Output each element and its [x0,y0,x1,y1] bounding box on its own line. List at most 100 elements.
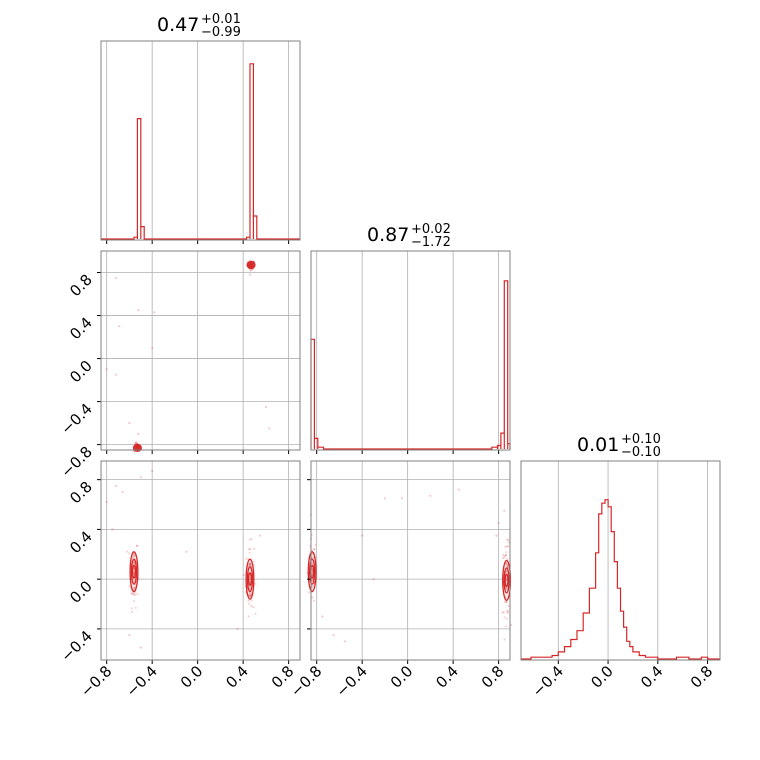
panel-2-1-outliers-point-0 [361,534,364,537]
panel-2-0-sample [250,604,253,608]
panel-2-0-outliers-point-9 [259,534,262,537]
title-0-value: 0.47 [157,14,199,36]
panel-2-1-sample [505,554,508,557]
panel-2-0-sample [131,591,134,595]
panel-2-1-contour-0 [504,573,509,588]
panel-2-0-sample [250,537,253,541]
panel-2-1-outliers-point-3 [429,494,432,497]
panel-1-0-outliers [105,273,271,435]
panel-2-1-sample [311,552,314,555]
panel-2-0-sample [252,560,255,563]
panel-2-1-sample [506,611,509,614]
panel-2-0-sample [135,544,139,547]
panel-2-1-sample [504,562,508,565]
panel-2-1-sample [505,587,508,590]
panel-1-0-core-0 [246,260,256,269]
panel-2-1-sample [311,568,314,571]
panel-2-0-sample [133,593,137,597]
panel-1-0-outliers-point-3 [153,311,156,314]
panel-2-1-sample [504,545,507,548]
panel-2-1-sample [505,571,508,574]
panel-2-1-outliers-point-10 [503,509,506,512]
panel-2-1-frame [310,460,511,661]
panel-1-0-outliers-point-2 [137,309,140,312]
panel-2-1-sample [506,558,509,561]
panel-2-1-sample [505,600,508,604]
panel-2-1-sample [313,548,316,551]
panel-2-0-sample [133,562,136,565]
panel-2-1-sample [507,538,510,542]
panel-2-0-sample [133,600,136,603]
panel-1-0-outliers-point-5 [114,373,117,376]
panel-2-0-sample [249,547,252,551]
panel-2-0-sample [248,594,251,597]
panel-2-0-sample [249,594,252,597]
panel-2-0-sample [254,582,257,586]
panel-2-0-sample [125,550,128,553]
panel-1-0-outliers-point-4 [105,368,108,371]
panel-2-0-outliers-point-7 [236,627,239,631]
panel-2-0-sample [253,547,256,550]
panel-2-0-sample [133,587,136,590]
panel-2-1-sample [502,610,505,614]
panel-2-1-sample [506,538,509,541]
panel-2-1-outliers-point-9 [497,522,500,525]
panel-2-1-sample [504,554,507,557]
panel-1-0-outliers-point-0 [114,276,117,279]
panel-2-1-contour-2 [307,551,317,593]
panel-2-0-outliers-point-4 [139,476,142,479]
panel-2-1-sample [505,562,508,565]
panel-2-1-outliers-point-5 [332,634,335,637]
panel-2-0-sample [133,554,136,557]
panel-1-1-frame [310,250,511,451]
panel-2-1-outliers-point-11 [495,534,498,537]
panel-2-1-sample [505,570,508,573]
panel-2-0-sample [249,563,252,566]
panel-2-0-outliers-point-3 [111,528,114,531]
panel-2-0-sample [248,538,251,541]
panel-2-0-sample [136,592,139,596]
panel-2-1-sample [506,609,509,612]
panel-2-1-sample [311,549,314,552]
panel-2-1-sample [313,548,316,551]
panel-1-0-cluster-1-point [135,441,138,444]
panel-2-1-sample [505,551,508,554]
panel-2-1-sample [506,610,510,613]
panel-1-0-frame [100,250,301,451]
title-0-plus: +0.01 [201,12,241,27]
panel-2-0-sample [134,606,137,609]
panel-2-1-sample [314,543,317,546]
panel-2-0-sample [249,564,252,567]
panel-2-1-cluster-1 [306,513,317,602]
panel-2-0-outliers-point-2 [105,500,108,504]
panel-2-1-contour-1 [503,567,510,594]
title-2-value: 0.01 [577,434,619,456]
panel-2-1-sample [308,591,311,594]
panel-2-0-sample [248,586,251,590]
panel-2-1-sample [505,600,508,604]
panel-2-0-sample [136,544,139,548]
title-1-plus: +0.02 [411,222,451,237]
panel-2-0-outliers-point-5 [151,469,154,473]
panel-1-0-outliers-point-11 [248,273,252,276]
panel-2-0-sample [242,573,246,577]
panel-2-0-sample [248,587,251,591]
panel-2-1-sample [507,541,510,544]
panel-2-0-contour-0 [247,572,252,587]
panel-2-0-sample [248,551,251,554]
panel-2-0-outliers-point-8 [128,634,131,637]
panel-1-0-outliers-point-10 [137,432,140,435]
panel-2-0-sample [249,593,253,596]
panel-2-0-sample [254,612,257,615]
panel-2-1-outliers-point-8 [372,578,375,581]
panel-2-1-outliers-point-2 [400,497,404,500]
title-param-1: 0.87 +0.02 −1.72 [367,222,451,250]
panel-2-0-outliers [105,469,262,649]
panel-2-1-sample [312,599,316,602]
title-1-value: 0.87 [367,224,409,246]
panel-2-0-frame [100,460,301,661]
panel-2-1-sample [503,555,506,558]
panel-2-0-sample [248,564,251,567]
